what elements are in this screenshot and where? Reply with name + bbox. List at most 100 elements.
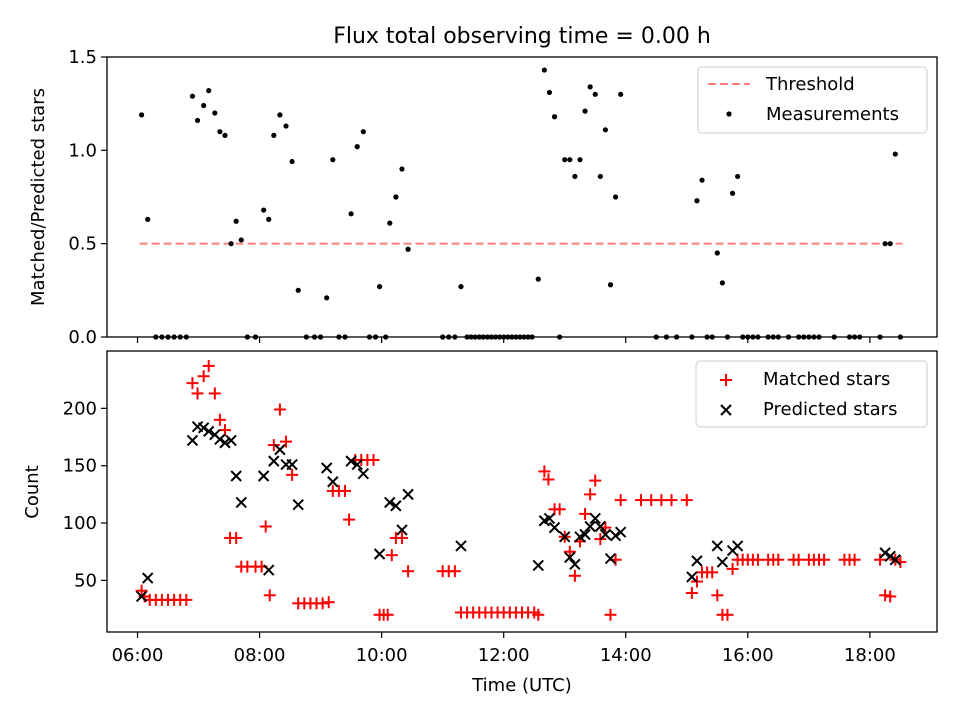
measurement-point <box>567 157 573 163</box>
predicted-star-point <box>711 540 724 552</box>
count-x-tick-label: 10:00 <box>356 645 408 666</box>
ratio-plot-area <box>138 67 903 340</box>
matched-star-point <box>186 377 199 390</box>
matched-star-point <box>721 608 734 621</box>
predicted-star-point <box>214 433 226 446</box>
matched-star-point <box>711 589 724 602</box>
matched-star-point <box>884 590 897 603</box>
matched-star-point <box>792 553 805 566</box>
matched-star-point <box>381 608 394 621</box>
ratio-y-tick-label: 0.5 <box>68 234 97 255</box>
predicted-star-point <box>589 512 601 525</box>
measurement-point <box>612 194 619 200</box>
predicted-star-point <box>274 443 286 456</box>
measurement-point <box>597 173 603 180</box>
predicted-star-point <box>564 551 576 564</box>
matched-star-point <box>267 439 280 452</box>
measurement-point <box>541 67 547 73</box>
matched-star-point <box>280 435 293 448</box>
matched-star-point <box>191 387 204 400</box>
predicted-star-point <box>716 556 729 568</box>
predicted-star-point <box>384 496 396 509</box>
count-plot-area <box>135 359 907 621</box>
predicted-star-point <box>320 462 333 474</box>
ratio-y-tick-label: 1.0 <box>68 140 97 161</box>
measurement-point <box>324 295 330 301</box>
count-x-tick-label: 18:00 <box>844 645 896 666</box>
measurement-point <box>551 114 558 120</box>
matched-star-point <box>367 453 380 466</box>
ratio-y-tick-label: 1.5 <box>68 47 97 68</box>
predicted-star-point <box>197 422 210 434</box>
measurement-point <box>138 112 145 118</box>
predicted-star-point <box>594 520 607 533</box>
measurement-point <box>887 241 893 247</box>
predicted-star-point <box>889 554 902 566</box>
predicted-star-point <box>543 512 556 525</box>
predicted-star-point <box>135 590 148 603</box>
predicted-star-point <box>532 559 544 572</box>
count-y-axis-label: Count <box>22 465 43 518</box>
measurement-point <box>271 132 277 138</box>
measurement-point <box>330 157 336 163</box>
ratio-panel: 0.0 0.5 1.0 1.5 Matched/Predicted stars Thr… <box>28 47 938 348</box>
matched-star-point <box>614 494 627 507</box>
predicted-star-point <box>357 468 370 480</box>
predicted-star-point <box>203 425 215 437</box>
matched-star-point <box>680 494 693 507</box>
matched-legend-swatch <box>720 374 732 386</box>
predicted-star-point <box>351 458 363 471</box>
count-y-ticks: 50 100 150 200 <box>63 398 107 591</box>
predicted-star-point <box>186 434 199 447</box>
predicted-star-point <box>327 476 339 488</box>
measurement-point <box>228 241 234 247</box>
matched-star-point <box>395 531 408 544</box>
predicted-star-point <box>731 540 744 552</box>
matched-star-point <box>563 545 576 558</box>
matched-star-point <box>665 494 678 507</box>
predicted-star-point <box>579 528 591 541</box>
predicted-legend-swatch <box>720 404 732 416</box>
predicted-star-point <box>257 470 270 482</box>
measurement-point <box>735 173 741 180</box>
matched-star-point <box>218 424 231 437</box>
measurement-point <box>222 132 228 138</box>
matched-star-point <box>874 553 887 566</box>
measurements-legend-swatch <box>726 111 732 117</box>
measurement-point <box>348 211 354 217</box>
measurement-point <box>714 250 720 256</box>
measurement-point <box>233 218 239 224</box>
predicted-star-point <box>345 455 357 467</box>
predicted-legend-label: Predicted stars <box>763 399 897 420</box>
measurement-point <box>458 284 464 290</box>
matched-star-point <box>579 507 592 520</box>
matched-star-point <box>848 553 861 566</box>
predicted-star-point <box>614 526 627 538</box>
count-x-tick-label: 14:00 <box>600 645 652 666</box>
measurement-point <box>217 129 223 135</box>
measurement-point <box>212 110 218 116</box>
measurement-point <box>546 89 553 96</box>
measurement-point <box>587 84 593 90</box>
ratio-y-ticks: 0.0 0.5 1.0 1.5 <box>68 47 107 348</box>
predicted-star-point <box>141 572 154 584</box>
threshold-legend-label: Threshold <box>765 74 855 95</box>
matched-star-point <box>286 468 299 481</box>
matched-star-point <box>448 565 461 578</box>
predicted-star-point <box>235 496 247 509</box>
matched-star-point <box>263 589 276 602</box>
measurement-point <box>289 158 295 165</box>
ratio-y-tick-label: 0.0 <box>68 327 97 348</box>
count-x-tick-label: 12:00 <box>478 645 530 666</box>
matched-star-point <box>259 520 272 533</box>
predicted-star-point <box>286 458 298 471</box>
matched-star-point <box>706 566 719 579</box>
predicted-star-point <box>691 555 703 567</box>
matched-star-point <box>584 488 597 501</box>
measurement-point <box>201 102 207 109</box>
predicted-star-point <box>292 498 304 511</box>
measurement-point <box>562 157 568 163</box>
count-x-axis-label: Time (UTC) <box>471 675 572 696</box>
measurement-point <box>405 246 411 252</box>
